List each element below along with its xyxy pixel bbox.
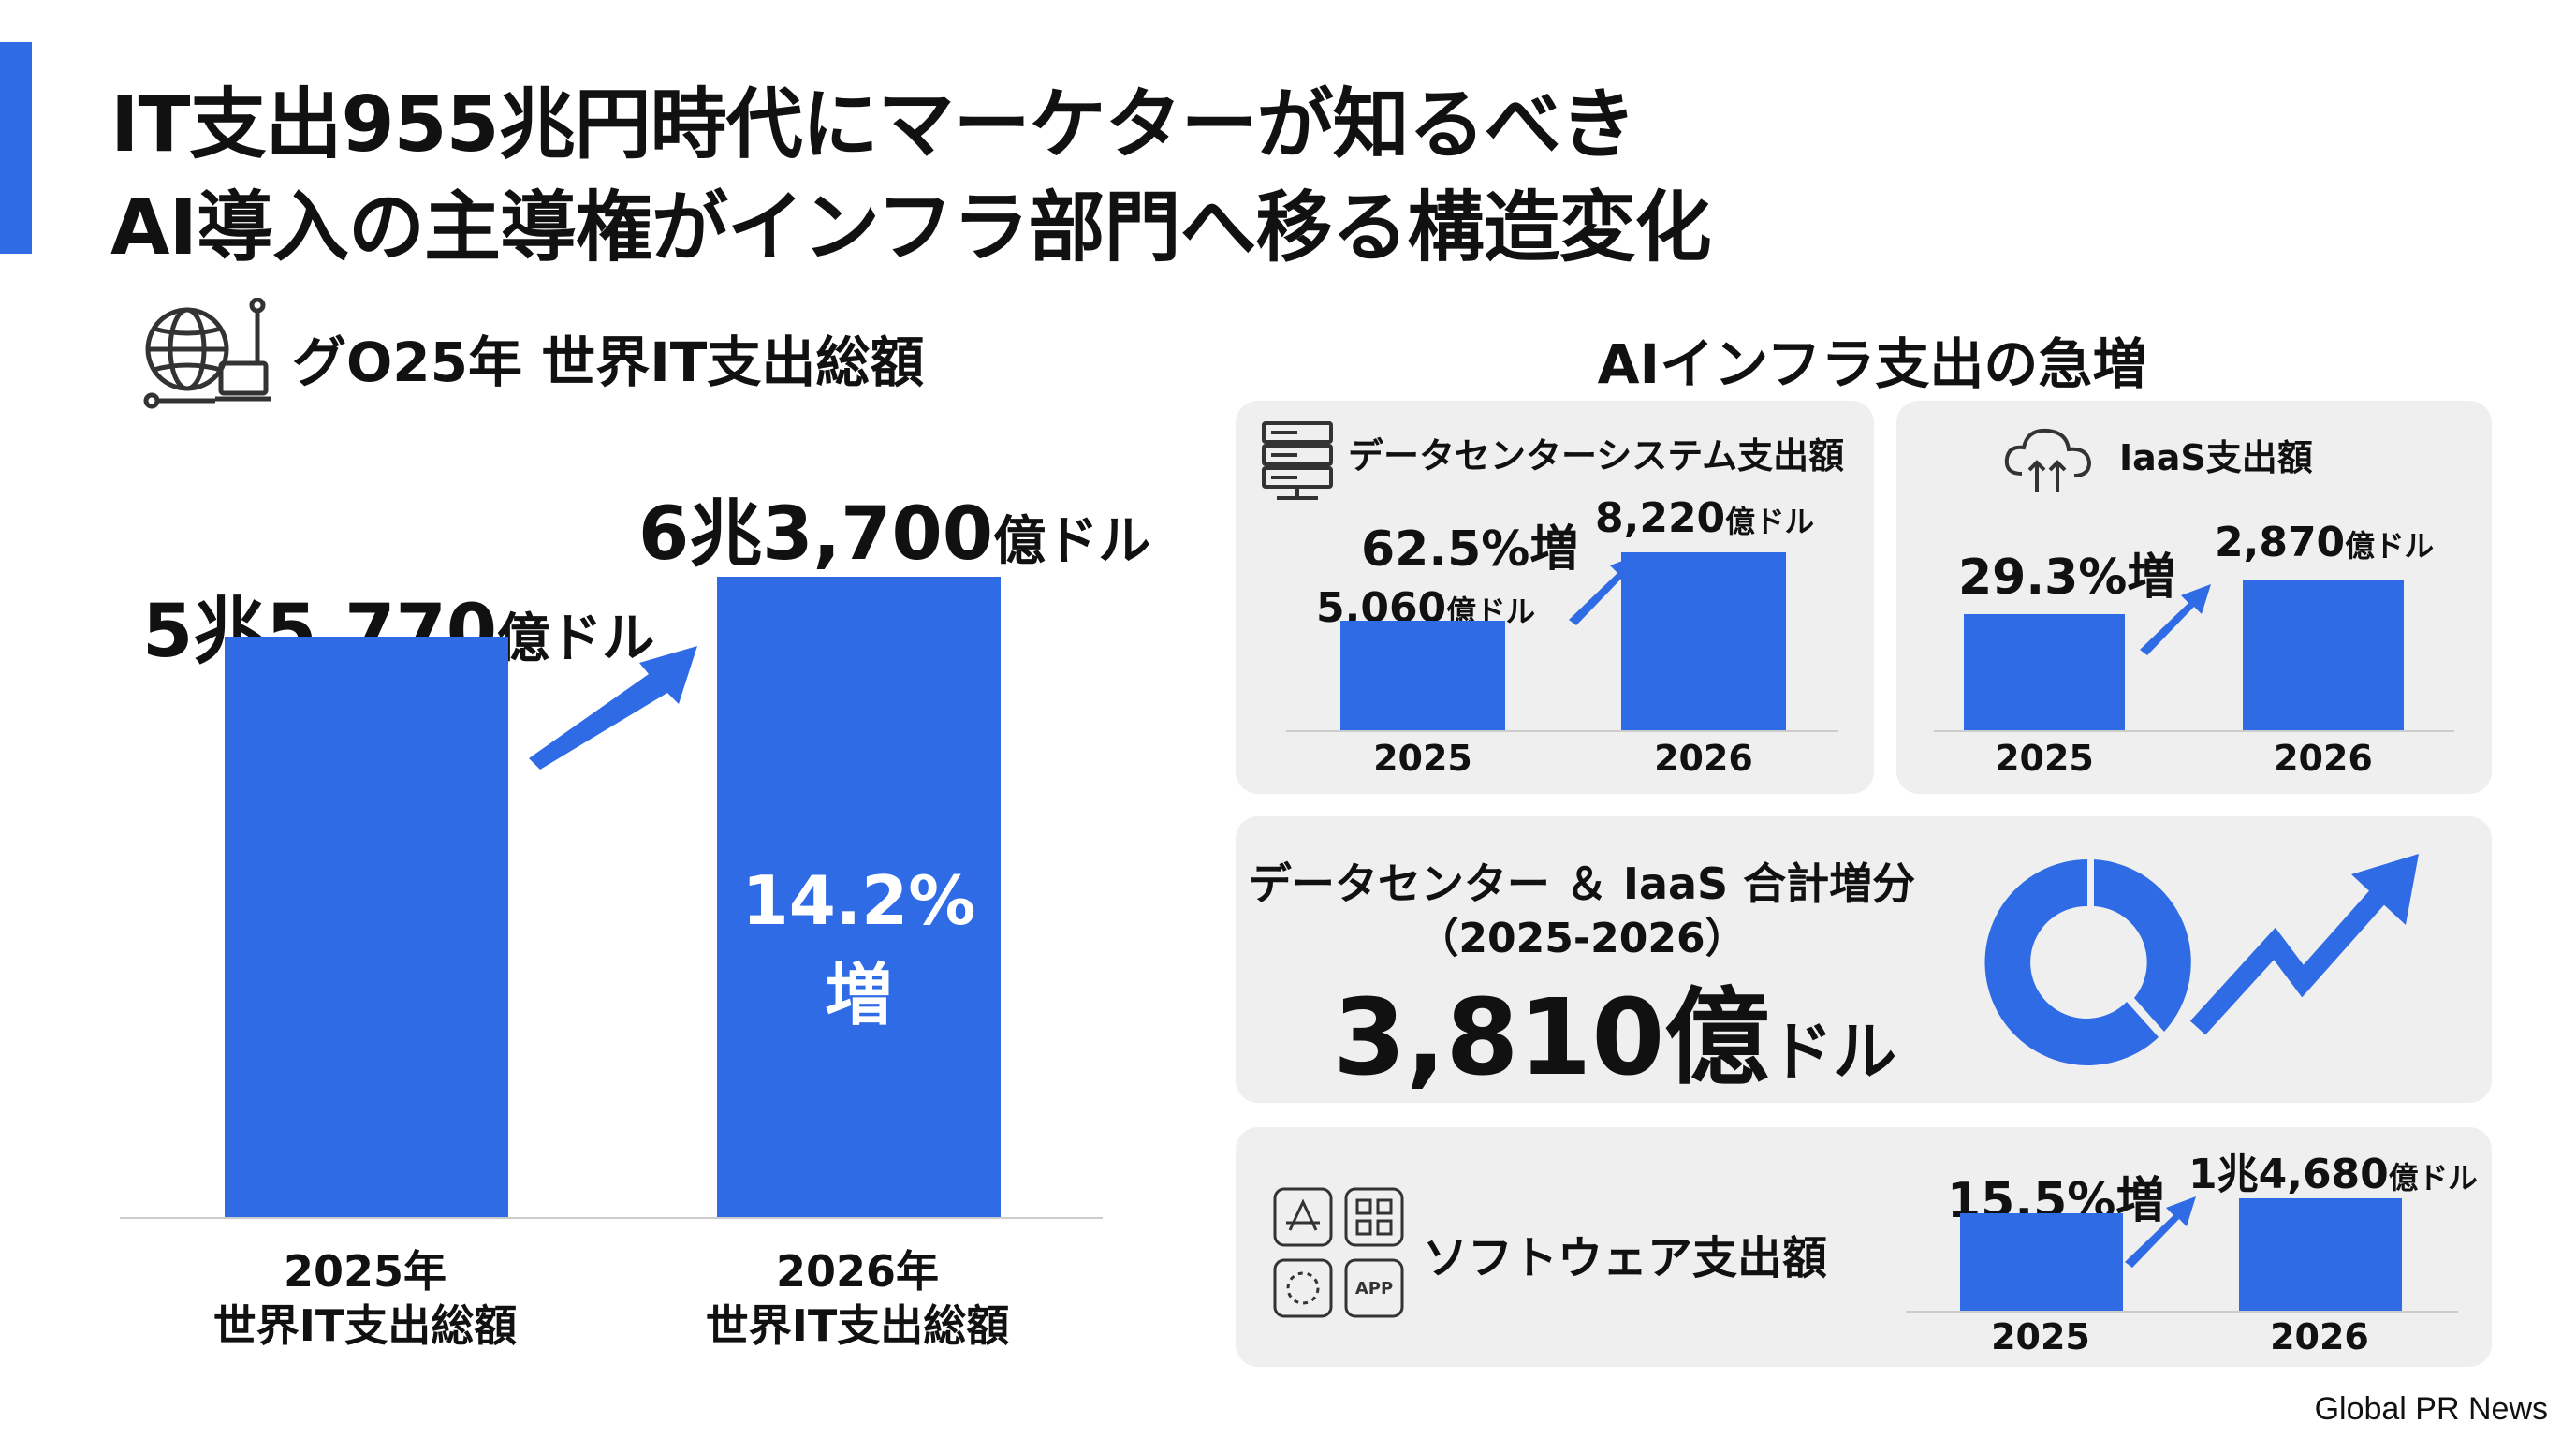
datacenter-tick-2026: 2026 xyxy=(1654,738,1753,779)
software-v2-label: 1兆4,680億ドル xyxy=(2188,1151,2478,1198)
iaas-axis xyxy=(1934,730,2454,732)
iaas-card: IaaS支出額 29.3%増 2,870億ドル 2025 2026 xyxy=(1896,401,2492,794)
growth-label-total: 14.2%増 xyxy=(741,861,976,1034)
donut-growth-icon xyxy=(1966,841,2471,1084)
right-section-title: AIインフラ支出の急増 xyxy=(1597,332,2147,396)
datacenter-v2-label: 8,220億ドル xyxy=(1595,494,1815,542)
software-title: ソフトウェア支出額 xyxy=(1423,1232,1828,1284)
source-credit: Global PR News xyxy=(2314,1391,2548,1427)
datacenter-tick-2025: 2025 xyxy=(1373,738,1472,779)
page-title-line1: IT支出955兆円時代にマーケターが知るべき xyxy=(110,81,1637,169)
iaas-bar-2026 xyxy=(2243,580,2404,730)
software-bar-2026 xyxy=(2239,1198,2402,1311)
page-title-line2: AI導入の主導権がインフラ部門へ移る構造変化 xyxy=(110,183,1712,272)
datacenter-title: データセンターシステム支出額 xyxy=(1348,435,1845,477)
datacenter-bar-2026 xyxy=(1621,552,1786,730)
combined-period: （2025-2026） xyxy=(1417,915,1747,962)
iaas-title: IaaS支出額 xyxy=(2119,437,2313,478)
combined-title: データセンター ＆ IaaS 合計増分 xyxy=(1248,858,1916,909)
software-card: APP ソフトウェア支出額 15.5%増 1兆4,680億ドル 2025 202… xyxy=(1236,1127,2492,1367)
iaas-growth: 29.3%増 xyxy=(1958,550,2176,606)
datacenter-growth: 62.5%増 xyxy=(1361,521,1579,578)
bar-2026 xyxy=(717,577,1001,1217)
globe-network-icon xyxy=(140,298,271,419)
svg-text:APP: APP xyxy=(1355,1279,1393,1299)
combined-card: データセンター ＆ IaaS 合計増分 （2025-2026） 3,810億ドル xyxy=(1236,816,2492,1103)
growth-arrow-icon xyxy=(529,629,707,770)
tick-2026-year: 2026年 xyxy=(775,1246,940,1297)
left-section-title: グO25年 世界IT支出総額 xyxy=(292,330,925,394)
datacenter-axis xyxy=(1286,730,1838,732)
combined-value: 3,810億ドル xyxy=(1333,977,1897,1099)
server-rack-icon xyxy=(1260,419,1335,504)
software-axis xyxy=(1906,1311,2458,1313)
software-tick-2025: 2025 xyxy=(1991,1316,2090,1357)
datacenter-bar-2025 xyxy=(1340,621,1505,730)
iaas-tick-2026: 2026 xyxy=(2274,738,2373,779)
tick-2025-year: 2025年 xyxy=(283,1246,447,1297)
cloud-upload-icon xyxy=(2001,425,2095,496)
tick-2025-label: 世界IT支出総額 xyxy=(212,1300,518,1351)
iaas-arrow-icon xyxy=(2140,580,2215,655)
iaas-tick-2025: 2025 xyxy=(1995,738,2094,779)
iaas-v2-label: 2,870億ドル xyxy=(2215,519,2435,566)
bar2-value-label: 6兆3,700億ドル xyxy=(638,492,1151,577)
iaas-bar-2025 xyxy=(1964,614,2125,730)
app-grid-icon: APP xyxy=(1273,1187,1404,1318)
software-arrow-icon xyxy=(2125,1193,2200,1268)
left-axis-line xyxy=(120,1217,1103,1219)
software-tick-2026: 2026 xyxy=(2270,1316,2369,1357)
tick-2026-label: 世界IT支出総額 xyxy=(705,1300,1010,1351)
title-accent-bar xyxy=(0,42,32,254)
bar-2025 xyxy=(225,637,508,1217)
datacenter-card: データセンターシステム支出額 62.5%増 5,060億ドル 8,220億ドル … xyxy=(1236,401,1874,794)
software-bar-2025 xyxy=(1960,1213,2123,1311)
